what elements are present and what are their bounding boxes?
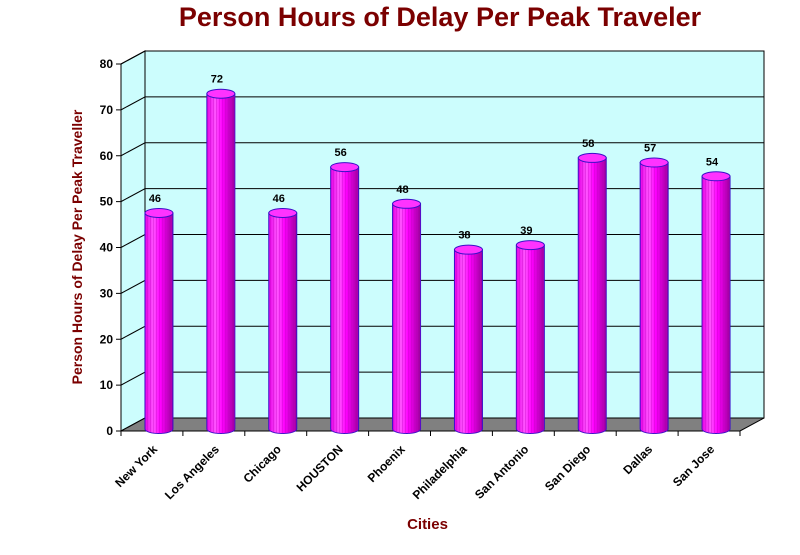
bar xyxy=(515,240,545,434)
x-axis-ticks: New York Los Angeles Chicago HOUSTON Phoenix… xyxy=(112,430,741,502)
data-label: 46 xyxy=(149,193,161,205)
bar xyxy=(206,88,236,434)
gridline xyxy=(120,188,764,203)
y-tick-label: 40 xyxy=(100,241,114,255)
data-label: 38 xyxy=(458,230,470,242)
data-label: 39 xyxy=(520,225,532,237)
data-label: 72 xyxy=(211,74,223,86)
bar xyxy=(330,162,360,434)
gridline xyxy=(120,142,764,157)
y-tick-label: 0 xyxy=(106,424,113,438)
gridline xyxy=(120,96,764,111)
bar xyxy=(701,171,731,434)
x-tick-label: San Diego xyxy=(542,442,593,493)
y-tick-label: 80 xyxy=(100,57,114,71)
x-axis-title: Cities xyxy=(407,516,448,533)
chart-title: Person Hours of Delay Per Peak Traveler xyxy=(178,2,702,32)
y-tick-label: 60 xyxy=(100,149,114,163)
data-label: 56 xyxy=(335,147,347,159)
y-tick-label: 70 xyxy=(100,103,114,117)
data-label: 58 xyxy=(582,138,594,150)
y-tick-label: 30 xyxy=(100,286,114,300)
x-tick-label: New York xyxy=(112,442,160,490)
data-label: 48 xyxy=(396,184,408,196)
data-label: 54 xyxy=(706,156,719,168)
y-tick-label: 50 xyxy=(100,195,114,209)
y-tick-label: 20 xyxy=(100,332,114,346)
y-tick-label: 10 xyxy=(100,378,114,392)
bar xyxy=(577,152,607,434)
bar xyxy=(639,157,669,434)
bar xyxy=(392,198,422,434)
bar xyxy=(453,244,483,434)
x-tick-label: Los Angeles xyxy=(162,442,222,502)
y-axis-ticks: 0 10 20 30 40 50 60 70 80 xyxy=(100,57,122,438)
x-tick-label: Dallas xyxy=(620,442,655,477)
x-tick-label: HOUSTON xyxy=(294,442,346,494)
bar xyxy=(144,207,174,434)
data-label: 57 xyxy=(644,143,656,155)
data-label: 46 xyxy=(273,193,285,205)
bar xyxy=(268,207,298,434)
x-tick-label: Phoenix xyxy=(365,442,408,485)
x-tick-label: Philadelphia xyxy=(410,442,470,502)
x-tick-label: San Antonio xyxy=(472,442,532,502)
gridline xyxy=(120,50,764,65)
x-tick-label: San Jose xyxy=(670,442,717,489)
bars: 46 72 46 56 48 38 39 58 57 54 xyxy=(144,74,731,434)
x-tick-label: Chicago xyxy=(240,442,283,485)
